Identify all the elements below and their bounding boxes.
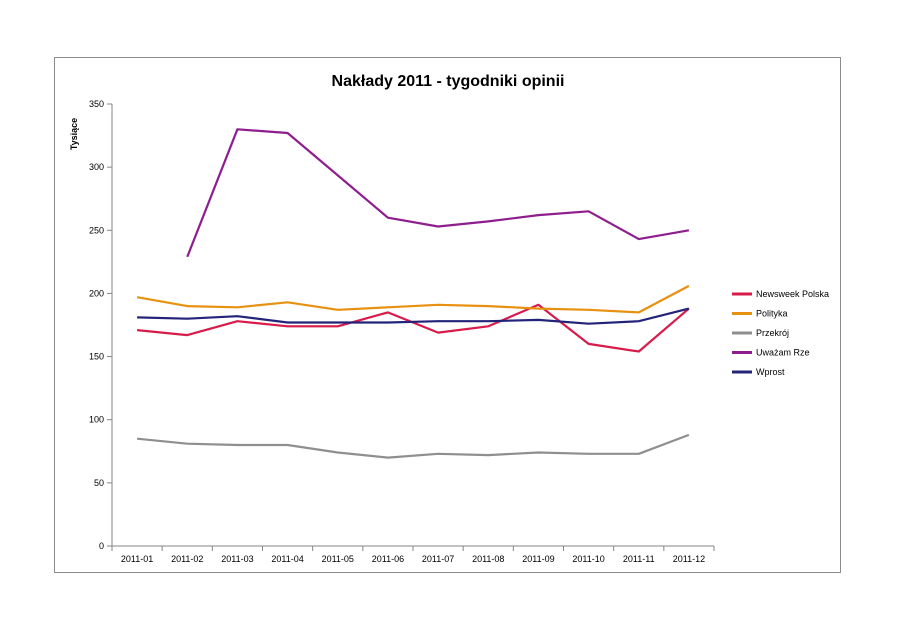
x-tick-label: 2011-04 [271,554,303,564]
chart-frame: Nakłady 2011 - tygodniki opinii Tysiące … [54,57,841,573]
y-tick-label: 100 [89,415,104,425]
x-tick-label: 2011-01 [121,554,153,564]
legend-label-przekr-j: Przekrój [756,328,789,338]
legend-label-newsweek-polska: Newsweek Polska [756,289,829,299]
chart-title: Nakłady 2011 - tygodniki opinii [332,73,565,90]
series-line-wprost [137,307,690,325]
series-group [136,128,690,459]
series-line-polityka [136,284,690,314]
y-tick-label: 300 [89,162,104,172]
x-tick-label: 2011-12 [673,554,705,564]
x-tick-label: 2011-10 [572,554,604,564]
series-line-przekr-j [136,433,690,459]
y-tick-label: 150 [89,352,104,362]
legend-label-uwa-am-rze: Uważam Rze [756,348,810,358]
legend-label-polityka: Polityka [756,309,788,319]
line-chart: Nakłady 2011 - tygodniki opinii Tysiące … [69,73,829,564]
x-tick-label: 2011-07 [422,554,454,564]
x-tick-label: 2011-02 [171,554,203,564]
x-tick-label: 2011-06 [372,554,404,564]
y-tick-label: 50 [94,478,104,488]
x-tick-label: 2011-08 [472,554,504,564]
legend-label-wprost: Wprost [756,367,785,377]
y-tick-label: 250 [89,225,104,235]
legend: Newsweek Polska Polityka Przekrój Uważam Rz… [732,289,829,377]
y-tick-label: 350 [89,99,104,109]
x-tick-label: 2011-05 [322,554,354,564]
y-tick-label: 200 [89,288,104,298]
series-line-uwa-am-rze [186,128,690,258]
y-tick-label: 0 [99,541,104,551]
x-tick-label: 2011-03 [221,554,253,564]
x-tick-label: 2011-09 [522,554,554,564]
y-axis-label: Tysiące [69,118,79,150]
x-tick-label: 2011-11 [623,554,655,564]
axes: 0 50 100 150 200 250 300 350 2011-01 2011-02 2011-… [89,99,715,564]
